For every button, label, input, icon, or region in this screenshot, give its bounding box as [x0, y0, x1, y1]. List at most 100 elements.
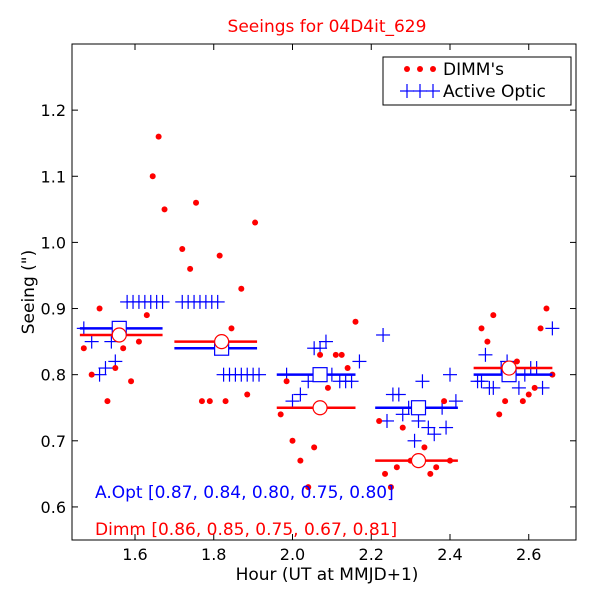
legend-active-optic-plus: [413, 84, 427, 98]
dimm-point: [352, 318, 359, 325]
aopt-annotation: A.Opt [0.87, 0.84, 0.80, 0.75, 0.80]: [95, 483, 394, 503]
dimm-mean-marker: [111, 327, 127, 343]
legend-dimm-label: DIMM's: [443, 60, 504, 80]
dimm-point: [277, 411, 284, 418]
dimm-point: [393, 464, 400, 471]
chart-title: Seeings for 04D4it_629: [228, 17, 427, 37]
dimm-point: [80, 345, 87, 352]
active-optic-point: [511, 380, 526, 395]
dimm-point: [543, 305, 550, 312]
y-tick-label: 0.9: [41, 300, 66, 319]
dimm-point: [289, 437, 296, 444]
active-optic-point: [439, 420, 454, 435]
dimm-point: [96, 305, 103, 312]
dimm-point: [421, 444, 428, 451]
dimm-point: [128, 378, 135, 385]
dimm-point: [198, 398, 205, 405]
dimm-point: [344, 365, 351, 372]
dimm-point: [484, 338, 491, 345]
dimm-point: [490, 312, 497, 319]
dimm-point: [399, 424, 406, 431]
legend-dimm-dot: [417, 66, 423, 72]
dimm-point: [120, 345, 127, 352]
active-optic-point: [391, 387, 406, 402]
dimm-point: [382, 470, 389, 477]
dimm-point: [433, 464, 440, 471]
active-optic-point: [376, 327, 391, 342]
active-optic-point: [344, 374, 359, 389]
active-optic-point: [535, 380, 550, 395]
y-tick-label: 0.8: [41, 366, 66, 385]
dimm-point: [216, 252, 223, 259]
active-optic-point: [407, 433, 422, 448]
x-tick-label: 2.4: [437, 545, 462, 564]
dimm-point: [332, 351, 339, 358]
dimm-point: [179, 246, 186, 253]
dimm-point: [387, 484, 394, 491]
dimm-mean-marker: [410, 453, 427, 469]
active-optic-point: [486, 380, 501, 395]
x-tick-label: 2.2: [359, 545, 384, 564]
active-optic-point: [427, 427, 442, 442]
active-optic-point: [252, 367, 267, 382]
x-tick-label: 2.0: [280, 545, 305, 564]
dimm-mean-marker: [501, 360, 517, 376]
dimm-mean-marker: [312, 400, 328, 416]
y-tick-label: 1.2: [41, 101, 66, 120]
active-optic-point: [155, 294, 170, 309]
legend: DIMM's Active Optic: [382, 56, 572, 106]
active-optic-point: [415, 374, 430, 389]
axis-ticks: 1.6 1.8 2.0 2.2 2.4 2.6 0.6 0.7 0.8 0.9 1.0 1.1 1.2: [41, 44, 576, 564]
x-tick-label: 1.8: [201, 545, 226, 564]
active-optic-point: [285, 394, 300, 409]
legend-active-optic-label: Active Optic: [443, 82, 546, 102]
active-optic-point: [478, 347, 493, 362]
active-optic-point: [545, 321, 560, 336]
dimm-point: [311, 444, 318, 451]
active-optic-point: [98, 361, 113, 376]
active-optic-point: [474, 374, 489, 389]
dimm-point: [104, 398, 111, 405]
active-optic-point: [92, 367, 107, 382]
dimm-point: [283, 378, 290, 385]
active-optic-mean-marker: [312, 367, 328, 383]
dimm-annotation: Dimm [0.86, 0.85, 0.75, 0.67, 0.81]: [95, 520, 397, 540]
dimm-mean-marker: [214, 334, 230, 350]
y-axis-label: Seeing ("): [19, 250, 39, 335]
active-optic-point: [84, 334, 99, 349]
x-axis-label: Hour (UT at MMJD+1): [236, 565, 419, 585]
dimm-point: [112, 365, 119, 372]
dimm-point: [519, 398, 526, 405]
dimm-point: [305, 484, 312, 491]
dimm-point: [143, 312, 150, 319]
x-tick-label: 2.6: [516, 545, 541, 564]
plot-area: [76, 133, 560, 491]
y-tick-label: 0.7: [41, 432, 66, 451]
dimm-point: [317, 351, 324, 358]
plot-frame: [71, 43, 577, 541]
legend-dimm-marker: [404, 66, 436, 72]
legend-dimm-dot: [430, 66, 436, 72]
active-optic-point: [411, 413, 426, 428]
dimm-point: [427, 470, 434, 477]
dimm-point: [161, 206, 168, 213]
y-tick-label: 1.1: [41, 167, 66, 186]
dimm-point: [297, 457, 304, 464]
dimm-point: [252, 219, 259, 226]
dimm-point: [244, 391, 251, 398]
dimm-point: [324, 384, 331, 391]
dimm-point: [206, 398, 213, 405]
y-tick-label: 0.6: [41, 498, 66, 517]
dimm-point: [155, 133, 162, 140]
dimm-point: [441, 398, 448, 405]
dimm-point: [496, 411, 503, 418]
active-optic-point: [443, 367, 457, 382]
active-optic-point: [380, 413, 394, 428]
active-optic-point: [448, 394, 463, 409]
dimm-point: [338, 351, 345, 358]
dimm-point: [135, 338, 142, 345]
legend-box: [382, 56, 572, 106]
active-optic-point: [421, 420, 436, 435]
legend-active-optic-plus: [400, 84, 414, 98]
active-optic-point: [395, 407, 410, 422]
